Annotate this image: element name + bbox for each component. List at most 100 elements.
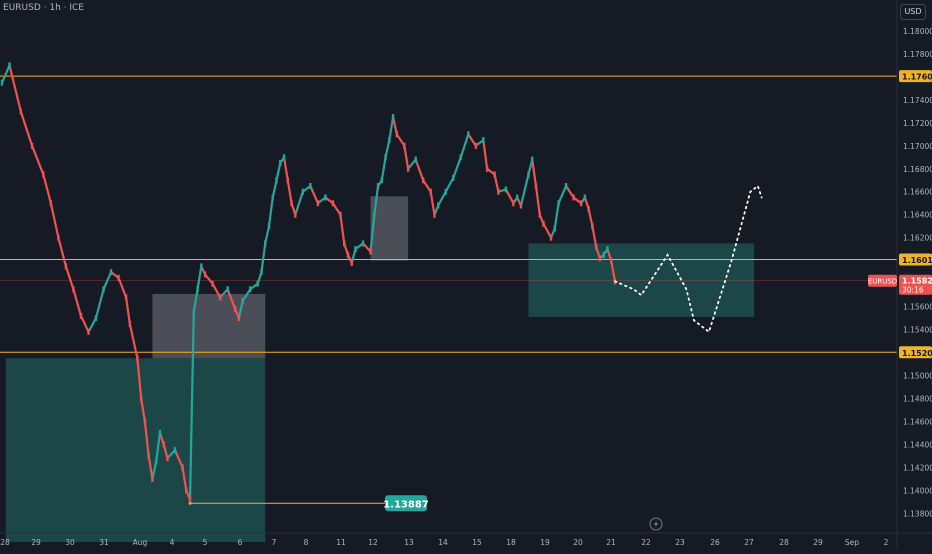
candle-point — [264, 240, 267, 247]
tag-last-price-box — [899, 274, 932, 295]
price-segment — [173, 449, 184, 468]
candle-point — [493, 171, 496, 178]
price-segment — [475, 139, 485, 147]
candle-point — [591, 223, 594, 230]
candle-point — [294, 211, 297, 218]
price-tick-label: 1.16400 — [903, 211, 932, 220]
tag-symbol-text: EURUSD — [868, 278, 897, 286]
price-segment — [519, 174, 530, 206]
price-segment — [324, 196, 334, 205]
symbol-title[interactable]: EURUSD · 1h · ICE — [3, 3, 84, 13]
price-segment — [429, 191, 436, 215]
candle-point — [406, 165, 410, 172]
time-tick-label: 29 — [31, 538, 41, 547]
price-segment — [542, 223, 552, 239]
candle-point — [248, 286, 252, 293]
candle-point — [350, 259, 353, 266]
price-tick-label: 1.16800 — [903, 165, 932, 174]
price-segment — [407, 158, 417, 170]
time-tick-label: 6 — [238, 538, 243, 547]
candle-point — [557, 200, 560, 207]
candle-point — [271, 194, 274, 201]
price-segment — [437, 191, 447, 207]
price-segment — [459, 133, 470, 158]
time-tick-label: 26 — [710, 538, 720, 547]
tag-top-level-box — [899, 70, 932, 83]
time-tick-label: 28 — [0, 538, 10, 547]
price-segment — [452, 156, 462, 179]
candle-point — [136, 355, 139, 362]
price-tick-label: 1.14400 — [903, 440, 932, 449]
price-segment — [362, 242, 372, 253]
candle-point — [154, 458, 158, 465]
candle-point — [279, 160, 282, 167]
price-segment — [486, 167, 496, 176]
candle-point — [233, 305, 237, 312]
tag-countdown-text: 30:16 — [902, 286, 924, 295]
price-segment — [125, 297, 131, 324]
candle-point — [8, 62, 11, 69]
price-tick-label: 1.17200 — [903, 119, 932, 128]
currency-button[interactable]: USD — [900, 4, 926, 20]
price-segment — [57, 237, 67, 267]
price-segment — [302, 185, 312, 193]
price-tick-label: 1.14600 — [903, 417, 932, 426]
candle-point — [324, 194, 327, 201]
candle-point — [226, 286, 229, 293]
candle-point — [369, 248, 372, 255]
candle-point — [339, 211, 342, 218]
price-segment — [414, 159, 425, 181]
time-tick-label: 11 — [336, 538, 346, 547]
time-tick-label: 29 — [813, 538, 823, 547]
zone-gray-1 — [152, 293, 266, 359]
levels-layer: 1.13887 — [0, 75, 897, 512]
price-tick-label: 1.18000 — [903, 27, 932, 36]
candle-point — [474, 142, 478, 149]
candle-point — [196, 286, 199, 293]
price-segment — [211, 283, 222, 298]
time-tick-label: 14 — [438, 538, 448, 547]
price-segment — [373, 185, 380, 215]
candle-point — [531, 156, 534, 163]
candle-point — [147, 452, 150, 459]
price-segment — [117, 277, 128, 298]
price-tags-layer: 1.17607 1.16010 1.15202 1.1582530:16 EURUSD — [868, 70, 932, 359]
candle-point — [482, 137, 485, 144]
time-axis[interactable]: 28 29 30 31 Aug 4 5 6 7 8 11 12 13 14 15 18 19 20 21 22 23 26… — [0, 517, 889, 547]
price-segment — [42, 174, 52, 204]
price-tick-label: 1.14800 — [903, 394, 932, 403]
time-tick-label: 28 — [779, 538, 789, 547]
price-segment — [166, 449, 176, 459]
candle-point — [534, 183, 538, 189]
price-segment — [444, 177, 455, 193]
candle-point — [459, 154, 462, 161]
price-segment — [196, 266, 203, 290]
price-segment — [572, 196, 582, 205]
candle-point — [602, 251, 605, 258]
price-segment — [136, 358, 143, 399]
price-tick-label: 1.17400 — [903, 96, 932, 105]
candle-point — [564, 183, 568, 189]
price-segment — [354, 242, 364, 251]
price-segment — [31, 145, 45, 175]
candle-point — [583, 194, 587, 201]
tag-symbol-box — [868, 274, 897, 287]
price-segment — [226, 288, 237, 310]
candle-point — [260, 269, 263, 276]
candle-point — [414, 156, 417, 163]
lightning-icon[interactable] — [649, 517, 663, 531]
candle-point — [572, 194, 575, 201]
candle-point — [286, 177, 289, 184]
low-callout-box — [385, 495, 427, 512]
price-segment — [317, 196, 327, 205]
low-callout-text: 1.13887 — [383, 499, 429, 510]
price-segment — [309, 185, 319, 204]
candle-point — [512, 200, 515, 207]
price-segment — [219, 288, 229, 299]
candle-point — [203, 271, 207, 278]
projection-layer — [614, 184, 763, 334]
candle-point — [19, 108, 23, 115]
price-segment — [565, 185, 575, 199]
